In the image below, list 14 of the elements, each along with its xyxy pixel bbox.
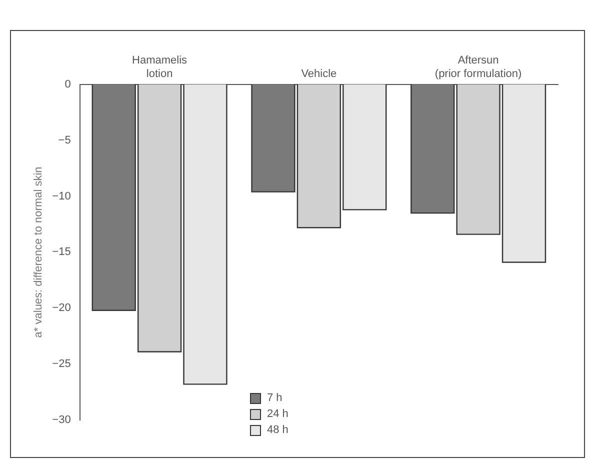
y-tick-label: −25 xyxy=(52,358,71,370)
y-tick-label: 0 xyxy=(64,78,71,90)
y-tick-label: −15 xyxy=(52,246,71,258)
legend-label: 48 h xyxy=(267,423,288,438)
x-tick-label: Aftersun (prior formulation) xyxy=(434,54,522,80)
y-tick-label: −20 xyxy=(52,302,71,314)
y-tick-label: −30 xyxy=(52,414,71,426)
y-axis-title: a* values: difference to normal skin xyxy=(32,166,45,338)
legend-label: 7 h xyxy=(267,391,282,406)
legend-label: 24 h xyxy=(267,407,288,422)
x-tick-label: Vehicle xyxy=(301,68,337,80)
y-tick-label: −5 xyxy=(58,134,71,146)
x-tick-label: Hamamelis lotion xyxy=(132,54,188,80)
y-tick-label: −10 xyxy=(52,190,71,202)
